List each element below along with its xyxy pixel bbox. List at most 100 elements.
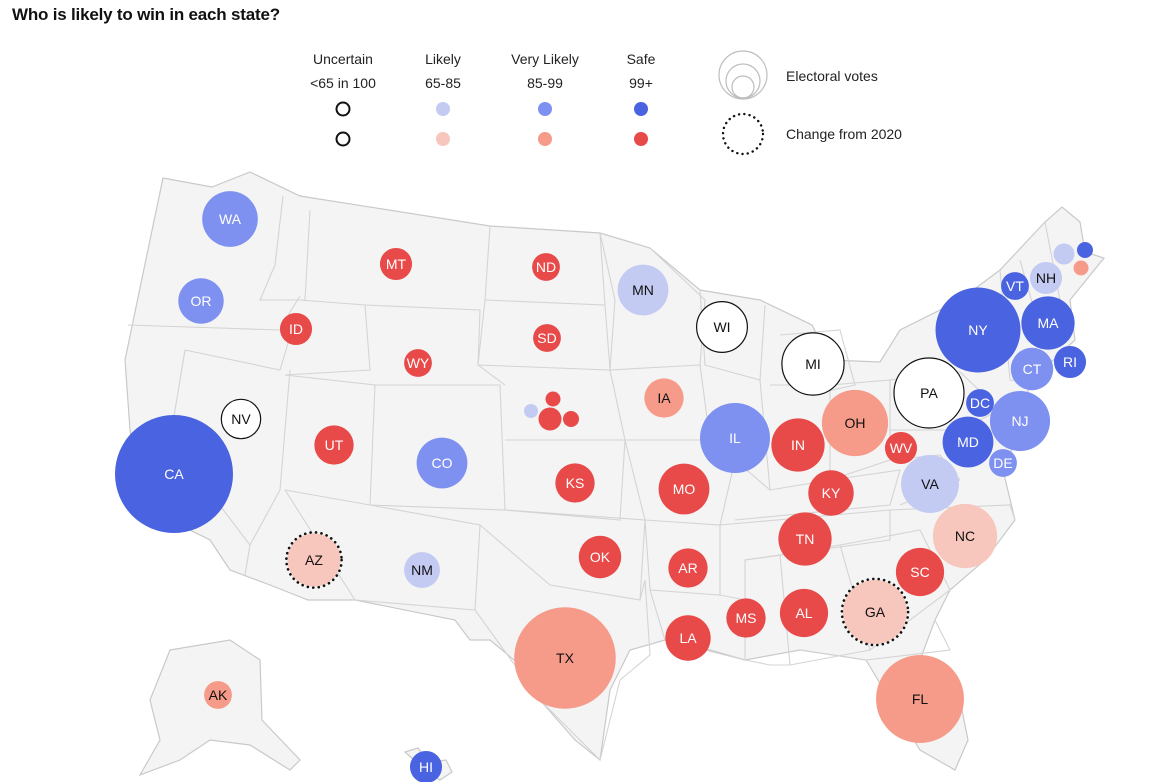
state-circle: [779, 588, 829, 638]
state-circle: [532, 253, 560, 281]
legend: Uncertain <65 in 100 Likely 65-85 Very Likel…: [310, 50, 902, 156]
state-label: WI: [713, 319, 730, 335]
state-bubble-mo[interactable]: MO: [658, 463, 710, 515]
state-circle: [696, 301, 748, 353]
state-bubble-de[interactable]: DE: [989, 449, 1017, 477]
state-circle: [409, 750, 443, 782]
state-bubble-vt[interactable]: VT: [1001, 272, 1029, 300]
state-bubble-wi[interactable]: WI: [696, 301, 748, 353]
state-bubble-ms[interactable]: MS: [726, 598, 766, 638]
state-label: NY: [968, 322, 988, 338]
legend-rep-swatch: [538, 132, 552, 146]
nebraska-district-bubbles: [524, 391, 579, 431]
legend-dem-swatch: [634, 102, 648, 116]
state-bubble-or[interactable]: OR: [178, 278, 224, 324]
state-bubble-la[interactable]: LA: [665, 615, 711, 661]
state-label: ID: [289, 321, 303, 337]
state-bubble-ny[interactable]: NY: [935, 287, 1021, 373]
state-label: RI: [1063, 354, 1077, 370]
state-bubble-az[interactable]: AZ: [285, 531, 343, 589]
state-bubble-mt[interactable]: MT: [379, 247, 413, 281]
state-bubble-nj[interactable]: NJ: [989, 390, 1051, 452]
state-circle: [726, 598, 766, 638]
district-bubble[interactable]: [1073, 260, 1089, 276]
state-bubble-oh[interactable]: OH: [821, 389, 889, 457]
state-label: IN: [791, 437, 805, 453]
state-circle: [842, 579, 908, 645]
state-bubble-ks[interactable]: KS: [555, 463, 595, 503]
border-mountain-north: [284, 299, 371, 376]
state-bubble-nc[interactable]: NC: [932, 503, 998, 569]
border-fl: [865, 619, 951, 661]
district-bubble[interactable]: [524, 404, 538, 418]
page-title: Who is likely to win in each state?: [12, 5, 280, 24]
state-bubble-pa[interactable]: PA: [893, 357, 965, 429]
state-bubble-tn[interactable]: TN: [778, 512, 832, 566]
border-mountain-mid: [284, 374, 376, 506]
state-bubble-ar[interactable]: AR: [668, 548, 708, 588]
legend-rep-swatch: [634, 132, 648, 146]
state-circle: [989, 449, 1017, 477]
state-label: TN: [796, 531, 815, 547]
state-label: MI: [805, 356, 821, 372]
state-borders: [127, 195, 1061, 762]
state-bubble-md[interactable]: MD: [942, 416, 994, 468]
state-bubble-ia[interactable]: IA: [644, 378, 684, 418]
legend-category-label: Safe: [627, 51, 656, 67]
state-label: MN: [632, 282, 654, 298]
state-bubble-ky[interactable]: KY: [808, 470, 854, 516]
state-bubble-ca[interactable]: CA: [115, 415, 233, 533]
state-bubble-va[interactable]: VA: [901, 455, 959, 513]
state-bubble-in[interactable]: IN: [771, 418, 825, 472]
state-bubble-ok[interactable]: OK: [578, 535, 622, 579]
state-bubble-ga[interactable]: GA: [840, 577, 910, 647]
state-bubble-ri[interactable]: RI: [1053, 345, 1087, 379]
state-label: MO: [673, 481, 696, 497]
state-bubble-tx[interactable]: TX: [514, 607, 616, 709]
state-bubble-ut[interactable]: UT: [314, 425, 354, 465]
state-bubble-hi[interactable]: HI: [409, 750, 443, 782]
state-circle: [115, 415, 233, 533]
state-bubble-sd[interactable]: SD: [533, 324, 561, 352]
district-bubble[interactable]: [1077, 242, 1093, 258]
state-bubble-al[interactable]: AL: [779, 588, 829, 638]
state-bubble-ma[interactable]: MA: [1021, 296, 1075, 350]
district-bubble[interactable]: [545, 391, 561, 407]
border-dakotas: [484, 225, 606, 306]
state-label: FL: [912, 691, 929, 707]
district-bubble[interactable]: [563, 411, 579, 427]
state-circle: [658, 463, 710, 515]
state-circle: [287, 533, 341, 587]
state-bubble-mn[interactable]: MN: [617, 264, 669, 316]
state-bubble-wa[interactable]: WA: [202, 191, 258, 247]
legend-change-label: Change from 2020: [786, 126, 902, 142]
state-bubble-id[interactable]: ID: [279, 312, 313, 346]
border-co: [369, 384, 506, 511]
state-bubble-dc[interactable]: DC: [966, 389, 994, 417]
state-bubble-ak[interactable]: AK: [204, 681, 232, 709]
legend-rep-swatch: [436, 132, 450, 146]
state-bubble-wy[interactable]: WY: [404, 349, 432, 377]
state-circle: [533, 324, 561, 352]
legend-category-label: Very Likely: [511, 51, 579, 67]
state-bubble-nm[interactable]: NM: [404, 552, 440, 588]
district-bubble[interactable]: [538, 407, 562, 431]
state-circle: [514, 607, 616, 709]
state-bubble-nv[interactable]: NV: [220, 398, 262, 440]
state-bubble-ct[interactable]: CT: [1010, 347, 1054, 391]
state-bubble-sc[interactable]: SC: [895, 547, 945, 597]
state-bubble-mi[interactable]: MI: [781, 332, 845, 396]
state-circle: [404, 552, 440, 588]
state-circle: [1021, 296, 1075, 350]
state-bubble-fl[interactable]: FL: [876, 655, 964, 743]
state-bubble-wv[interactable]: WV: [884, 431, 918, 465]
border-mn-ia: [599, 232, 706, 371]
state-circle: [876, 655, 964, 743]
state-circle: [884, 431, 918, 465]
state-bubble-il[interactable]: IL: [700, 403, 770, 473]
state-bubble-nd[interactable]: ND: [532, 253, 560, 281]
state-circle: [404, 349, 432, 377]
state-bubble-nh[interactable]: NH: [1029, 261, 1063, 295]
state-bubble-co[interactable]: CO: [416, 437, 468, 489]
district-bubble[interactable]: [1053, 243, 1075, 265]
